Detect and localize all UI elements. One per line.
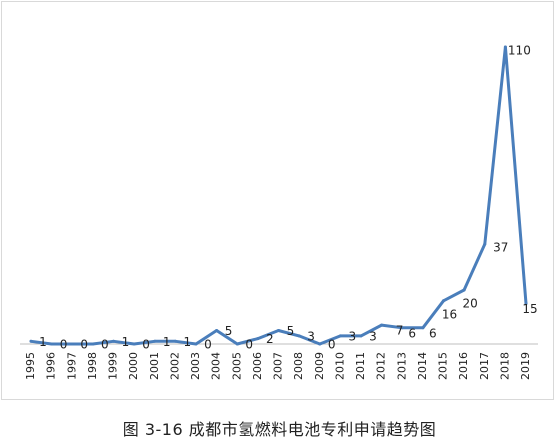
x-tick-label: 2018	[498, 352, 511, 380]
data-point	[194, 342, 198, 346]
x-tick-label: 1998	[86, 352, 99, 380]
x-tick-label: 2002	[168, 352, 181, 380]
data-label: 1	[122, 335, 130, 349]
x-tick-label: 2005	[230, 352, 243, 380]
data-label: 5	[287, 324, 295, 338]
data-point	[256, 337, 260, 341]
data-point	[524, 302, 528, 305]
data-label: 0	[80, 338, 88, 352]
data-point	[215, 329, 219, 332]
data-label: 0	[101, 338, 109, 352]
data-label: 2	[266, 332, 274, 346]
data-point	[359, 334, 363, 338]
data-point	[462, 288, 466, 292]
data-label: 7	[396, 324, 404, 338]
data-label: 0	[204, 338, 212, 352]
data-point	[503, 45, 507, 49]
x-tick-label: 1996	[45, 352, 58, 380]
data-point	[442, 299, 445, 303]
data-point	[173, 339, 177, 343]
data-label: 0	[60, 338, 68, 352]
x-tick-label: 2007	[272, 352, 285, 380]
chart-frame	[1, 1, 554, 400]
data-point	[338, 334, 342, 338]
x-tick-label: 2013	[395, 352, 408, 380]
data-point	[318, 342, 322, 346]
data-label: 1	[39, 335, 47, 349]
data-label: 5	[225, 324, 233, 338]
x-tick-label: 2016	[457, 352, 470, 380]
x-tick-label: 2014	[416, 352, 429, 380]
x-tick-label: 1995	[24, 352, 37, 380]
data-label: 16	[442, 307, 457, 321]
data-point	[380, 323, 384, 327]
x-tick-label: 2000	[127, 352, 140, 380]
data-label: 6	[408, 326, 416, 340]
x-tick-label: 2015	[437, 352, 450, 380]
data-label: 3	[307, 329, 315, 343]
data-point	[483, 242, 487, 246]
data-point	[235, 342, 239, 346]
x-tick-label: 2010	[333, 352, 346, 380]
series-line	[29, 45, 528, 346]
data-label: 1	[184, 335, 192, 349]
data-point	[91, 342, 95, 346]
x-tick-label: 2006	[251, 352, 264, 380]
data-point	[277, 329, 280, 332]
data-label: 0	[245, 338, 253, 352]
data-label: 110	[508, 44, 531, 58]
data-label: 15	[522, 302, 537, 316]
data-point	[112, 339, 115, 343]
x-tick-label: 2012	[375, 352, 388, 380]
data-point	[132, 342, 136, 346]
x-tick-label: 2011	[354, 352, 367, 380]
data-label: 0	[328, 338, 336, 352]
data-label: 0	[142, 338, 150, 352]
x-tick-label: 2008	[292, 352, 305, 380]
data-label: 3	[369, 329, 377, 343]
x-tick-label: 2009	[313, 352, 326, 380]
series-line-layer	[29, 45, 528, 346]
data-label: 3	[349, 329, 357, 343]
x-tick-label: 2001	[148, 352, 161, 380]
x-tick-label: 2017	[478, 352, 491, 380]
data-label: 37	[493, 241, 508, 255]
x-tick-label: 1999	[107, 352, 120, 380]
data-point	[70, 342, 74, 346]
x-tick-label: 1997	[65, 352, 78, 380]
data-label: 20	[462, 297, 477, 311]
data-label: 1	[163, 335, 171, 349]
figure-caption: 图 3-16 成都市氢燃料电池专利申请趋势图	[122, 420, 437, 439]
data-point	[153, 339, 157, 343]
x-tick-label: 2003	[189, 352, 202, 380]
data-point	[297, 334, 301, 338]
data-point	[29, 339, 33, 343]
data-point	[50, 342, 54, 346]
x-tick-label-layer: 1995 1996 1997 1998 1999 2000 2001 2002 2003 2004…	[24, 352, 532, 380]
data-point	[421, 326, 425, 330]
data-point	[400, 326, 404, 330]
x-tick-label: 2019	[519, 352, 532, 380]
data-label: 6	[429, 326, 437, 340]
x-tick-label: 2004	[210, 352, 223, 380]
